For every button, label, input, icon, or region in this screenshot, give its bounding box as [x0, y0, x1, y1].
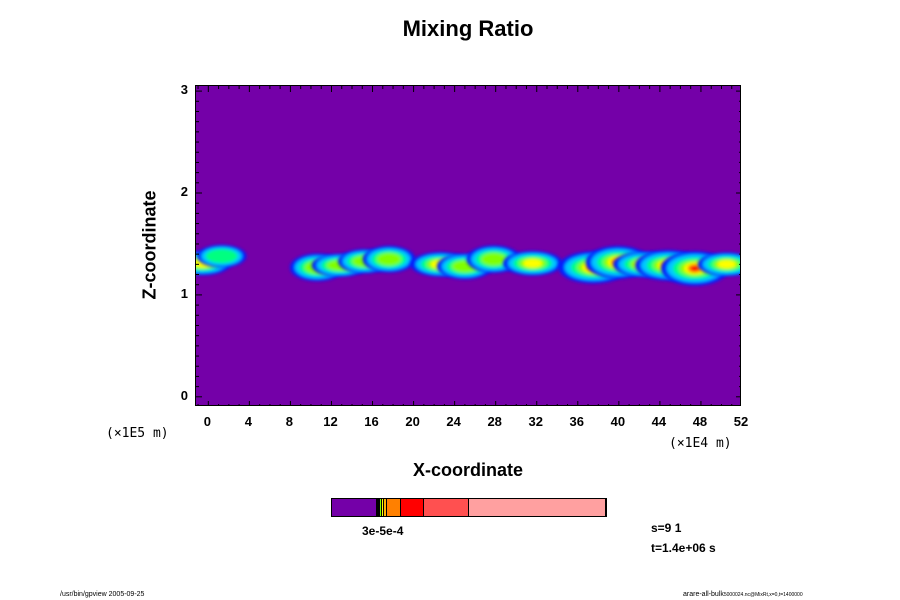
footer-right: arare-all-bulk5000024.nc@MixRt,x=0,t=140… [683, 591, 803, 598]
x-tick-label: 40 [610, 414, 626, 429]
x-tick-label: 16 [364, 414, 379, 429]
x-tick-label: 52 [733, 414, 749, 429]
colorbar-segment [381, 499, 384, 516]
y-axis-label: Z-coordinate [139, 190, 160, 300]
plume-contour [690, 265, 700, 272]
colorbar-segment [387, 499, 401, 516]
colorbar-segment [332, 499, 378, 516]
x-tick-label: 28 [487, 414, 502, 429]
y-tick-label: 3 [180, 82, 188, 98]
plume [697, 252, 740, 277]
x-tick-label: 48 [692, 414, 708, 429]
plume-contour [717, 260, 736, 269]
colorbar-label: 3e-5e-4 [362, 524, 404, 538]
plot-area [195, 85, 741, 406]
x-tick-label: 24 [446, 414, 461, 429]
x-tick-label: 12 [323, 414, 338, 429]
tick-marks [196, 86, 740, 405]
chart-title: Mixing Ratio [402, 16, 534, 41]
colorbar-segment [378, 499, 380, 516]
colorbar-segment [400, 499, 425, 516]
colorbar-segment [377, 499, 379, 516]
x-tick-label: 8 [285, 414, 294, 429]
colorbar-segment [380, 499, 382, 516]
plume-contour [523, 259, 543, 268]
y-tick-label: 2 [180, 184, 188, 199]
y-tick-label: 1 [180, 285, 188, 301]
x-tick-label: 0 [203, 414, 211, 429]
x-tick-label: 4 [244, 414, 252, 429]
x-scale-note: (×1E4 m) [669, 436, 732, 451]
plume-contour [205, 249, 238, 264]
time-info: t=1.4e+06 s [651, 541, 716, 555]
plume-contour [376, 253, 402, 266]
footer-right-small: 5000024.nc@MixRt,x=0,t=1400000 [723, 592, 803, 598]
plume [362, 245, 416, 273]
y-tick-label: 0 [180, 387, 188, 403]
y-scale-note: (×1E5 m) [106, 426, 169, 441]
colorbar-segment [469, 499, 606, 516]
colorbar [331, 498, 607, 517]
step-info: s=9 1 [651, 521, 682, 535]
footer-left: /usr/bin/gpview 2005-09-25 [60, 591, 145, 598]
plume [502, 250, 563, 276]
colorbar-segment [424, 499, 470, 516]
plume [197, 244, 247, 268]
x-tick-label: 32 [528, 414, 543, 429]
x-axis-label: X-coordinate [412, 460, 524, 480]
colorbar-segment [379, 499, 381, 516]
colorbar-segment [383, 499, 388, 516]
mixing-ratio-heatmap [196, 86, 740, 405]
x-tick-label: 36 [569, 414, 585, 429]
x-tick-label: 44 [651, 414, 667, 429]
x-tick-label: 20 [405, 414, 420, 429]
footer-right-main: arare-all-bulk [683, 591, 724, 598]
plume-contour [481, 252, 507, 266]
